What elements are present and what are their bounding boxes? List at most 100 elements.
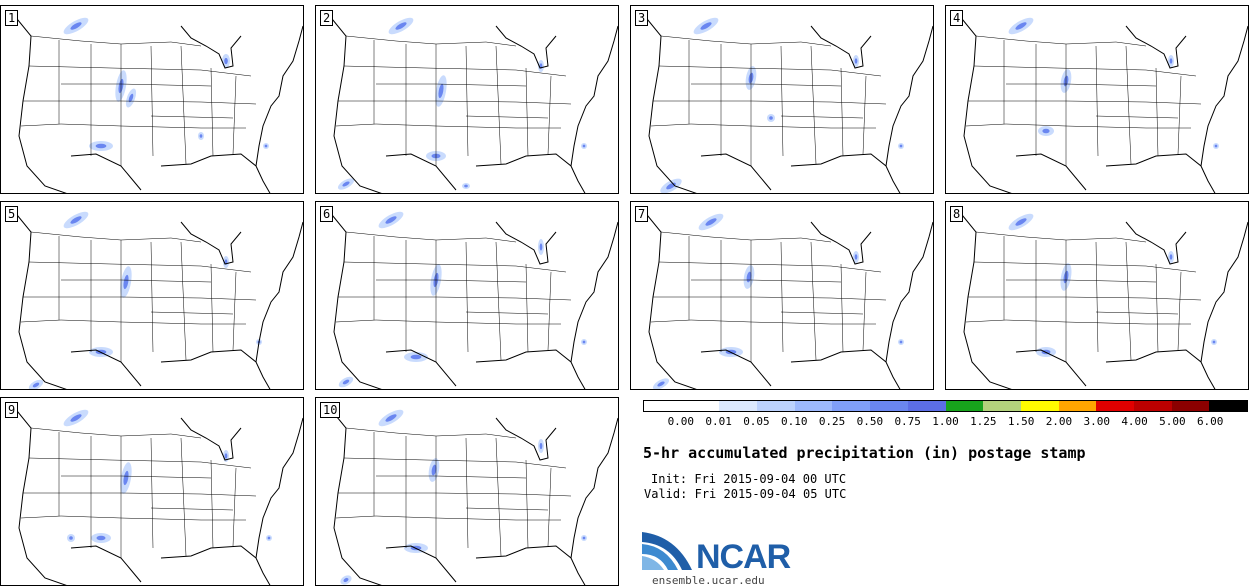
precip-core [705,218,717,226]
member-panel: 2 [315,5,619,194]
state-borders [965,231,1202,362]
precip-core [96,535,106,541]
state-borders [650,35,887,166]
valid-line: Valid: Fri 2015-09-04 05 UTC [644,487,846,501]
colorbar-bin [681,401,720,411]
precip-map [642,209,933,389]
colorbar-bin [757,401,795,411]
precip-core [385,216,397,224]
member-label: 5 [5,206,19,222]
precip-map [327,13,618,193]
precip-core [657,381,665,387]
coastline [642,13,933,193]
precip-core [539,243,543,251]
colorbar-bin [719,401,758,411]
member-label: 10 [320,402,341,418]
precip-core [539,442,543,450]
state-borders [20,35,257,166]
precip-core [854,58,858,64]
precip-core [267,536,271,540]
valid-time: Fri 2015-09-04 05 UTC [694,487,847,501]
member-label: 4 [950,10,964,26]
precip-core [1042,128,1050,134]
precip-core [264,144,268,148]
init-time: Fri 2015-09-04 00 UTC [694,472,847,486]
colorbar-bin [1096,401,1134,411]
precip-map [327,405,618,585]
member-panel: 10 [315,397,619,586]
colorbar [643,400,1248,412]
precip-core [769,116,773,120]
precip-core [1015,218,1027,226]
coastline [327,405,618,585]
colorbar-tick-label: 0.50 [856,415,884,428]
colorbar-bin [1058,401,1097,411]
state-borders [650,231,887,362]
colorbar-tick-label: 0.10 [781,415,808,428]
colorbar-tick-label: 0.00 [667,415,695,428]
precip-core [746,271,752,283]
precip-core [123,274,129,290]
precip-core [70,414,82,422]
colorbar-bin [832,401,871,411]
colorbar-bin [983,401,1021,411]
colorbar-tick-label: 0.01 [705,415,732,428]
colorbar-tick-label: 3.00 [1083,415,1111,428]
precip-map [642,13,933,193]
member-panel: 9 [0,397,304,586]
precip-core [199,134,203,138]
colorbar-tick-label: 1.25 [970,415,997,428]
colorbar-bin [1133,401,1172,411]
coastline [327,13,618,193]
member-label: 7 [635,206,649,222]
member-label: 8 [950,206,964,222]
precip-core [582,340,586,344]
init-label: Init: [651,472,688,486]
state-borders [20,231,257,362]
member-panel: 4 [945,5,1249,194]
precip-core [899,340,903,344]
precip-core [70,216,82,224]
member-panel: 3 [630,5,934,194]
colorbar-bin [644,401,682,411]
precip-core [582,144,586,148]
member-label: 1 [5,10,19,26]
precip-core [438,83,444,99]
colorbar-tick-label: 4.00 [1121,415,1148,428]
precip-core [410,354,422,360]
coastline [642,209,933,389]
precip-map [12,405,303,585]
colorbar-bin [1171,401,1210,411]
precip-map [12,209,303,389]
valid-label: Valid: [644,487,688,501]
precip-core [342,379,350,385]
init-line: Init: Fri 2015-09-04 00 UTC [651,472,846,486]
precip-core [128,93,134,103]
precip-map [12,13,303,193]
colorbar-bin [1020,401,1059,411]
colorbar-tick-label: 0.05 [743,415,770,428]
precip-core [1214,144,1218,148]
colorbar-tick-label: 0.75 [894,415,921,428]
state-borders [20,427,257,558]
colorbar-bin [945,401,984,411]
state-borders [335,35,572,166]
member-label: 9 [5,402,19,418]
precip-core [464,184,468,188]
ncar-logo-icon [642,532,692,570]
state-borders [335,427,572,558]
member-panel: 1 [0,5,304,194]
precip-map [957,13,1248,193]
site-url[interactable]: ensemble.ucar.edu [652,574,765,587]
coastline [12,209,303,389]
colorbar-tick-label: 2.00 [1045,415,1073,428]
coastline [957,209,1248,389]
precip-core [342,181,350,187]
coastline [12,13,303,193]
precip-map [327,209,618,389]
coastline [957,13,1248,193]
precip-core [1212,340,1216,344]
precip-core [70,22,82,30]
coastline [327,209,618,389]
precip-core [95,143,107,149]
